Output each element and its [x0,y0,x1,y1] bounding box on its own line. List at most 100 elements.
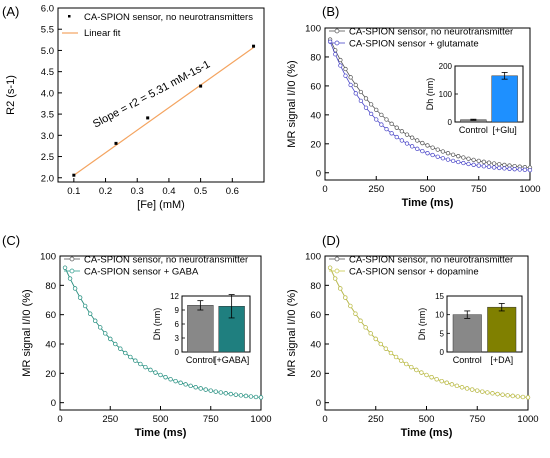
series-marker [77,295,83,300]
series-marker [394,134,399,140]
inset-bar [487,306,517,353]
series-marker [198,386,203,391]
series-marker [415,146,420,151]
y-tick-label: 6.0 [41,4,54,15]
series-marker [500,392,505,397]
y-tick-label: 20 [45,369,56,380]
series-marker [485,390,490,395]
series-marker [486,164,492,170]
plot-frame-a [57,7,265,183]
series-marker [188,383,193,389]
linear-fit-line [73,46,254,176]
series-marker [476,158,481,164]
series-marker [440,149,446,154]
series-marker [248,394,254,399]
inset-category-label: [+DA] [490,355,513,365]
series-marker [333,52,338,57]
inset-y-axis-label: Dh (nm) [152,308,162,341]
y-tick-label: 0 [316,398,321,409]
series-marker [173,378,178,384]
series-marker [445,151,451,156]
x-tick-label: 750 [469,414,485,425]
inset-category-label: [+GABA] [214,355,249,365]
inset-bar-chart-b: 0 100 200 Control [+Glu] Dh (nm) [425,62,524,135]
x-tick-label: 500 [420,184,436,195]
x-tick-label: 1000 [250,414,271,425]
inset-y-tick-label: 10 [435,311,444,320]
series-marker [429,375,434,380]
series-marker [203,387,208,392]
series-marker [208,388,213,393]
panel-label: (D) [322,233,340,248]
series-marker [368,111,374,117]
inset-y-tick-label: 200 [439,62,453,71]
inset-bar [187,305,214,353]
series-marker [461,155,466,160]
series-marker [486,160,492,165]
x-tick-label: 1000 [519,184,540,195]
series-line-2 [64,267,262,398]
series-marker [343,73,348,78]
x-tick-label: 0.1 [67,186,80,197]
series-marker [456,154,461,159]
panel-a: (A) 0.1 0.2 0.3 0.4 0.5 0.6 2.0 2.5 3.0 3.5 4.0 4.5 5… [2,4,265,211]
x-tick-label: 0.6 [226,186,239,197]
legend-entry: CA-SPION sensor + GABA [84,267,199,278]
series-marker [363,325,368,330]
y-tick-label: 2.5 [41,152,54,163]
series-marker [384,117,389,122]
series-marker [464,386,470,391]
series-marker [193,385,198,390]
legend-marker [69,256,75,262]
series-marker [435,147,440,152]
series-marker [415,138,420,143]
series-marker [466,161,471,167]
y-tick-label: 0 [51,398,56,409]
series-marker [338,57,343,63]
series-marker [233,392,239,397]
x-tick-label: 250 [368,414,384,425]
series-marker [373,336,378,342]
series-marker [87,311,93,316]
legend-entry: CA-SPION sensor, no neurotransmitter [349,27,513,38]
series-marker [378,341,383,347]
series-marker [420,148,425,154]
inset-y-axis-label: Dh (nm) [417,308,427,341]
series-marker [445,157,451,162]
y-tick-label: 60 [310,81,321,92]
series-marker [481,164,487,169]
series-marker [62,265,68,270]
panel-label: (A) [2,4,19,19]
series-marker [502,166,507,171]
series-marker [517,167,522,172]
y-tick-label: 80 [45,281,56,292]
legend-marker [334,268,340,274]
series-marker [388,350,394,356]
inset-y-tick-label: 12 [170,292,179,301]
series-marker [72,286,78,291]
series-marker [450,158,456,164]
series-marker [527,167,533,173]
series-marker [128,354,133,360]
series-marker [512,167,517,172]
series-marker [522,167,528,172]
legend-entry: CA-SPION sensor + glutamate [349,39,479,50]
legend-entry: CA-SPION sensor + dopamine [349,267,479,278]
series-marker [495,391,500,397]
series-marker [253,394,259,400]
series-marker [404,361,409,367]
series-marker [425,143,430,148]
series-marker [343,66,348,72]
y-tick-label: 4.5 [41,67,54,78]
series-marker [384,127,389,132]
inset-y-tick-label: 0 [448,118,453,127]
series-marker [374,107,379,112]
x-tick-label: 750 [471,184,487,195]
data-point [199,84,203,88]
legend-entry: CA-SPION sensor, no neurotransmitter [84,255,248,266]
series-marker [475,388,480,393]
y-tick-label: 40 [45,340,56,351]
data-point [114,141,118,145]
x-tick-label: 0.3 [131,186,144,197]
panel-label: (C) [2,233,20,248]
